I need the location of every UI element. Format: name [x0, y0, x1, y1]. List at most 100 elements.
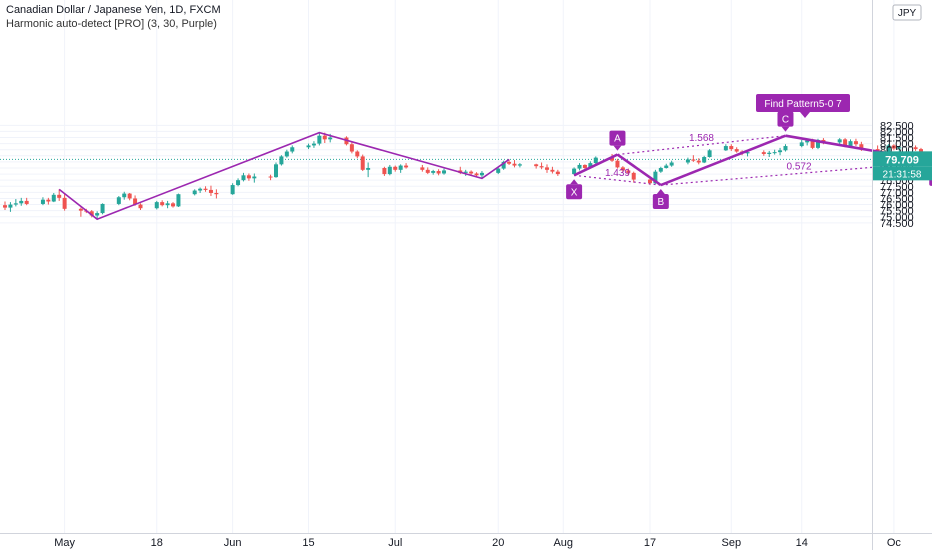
y-tick-label: 81.500	[880, 133, 914, 145]
candle-body	[268, 176, 273, 178]
pattern-badge	[566, 184, 583, 200]
pattern-badge-label: B	[657, 197, 664, 208]
y-tick-label: 74.500	[880, 218, 914, 230]
candle	[24, 197, 29, 206]
candle-body	[507, 161, 512, 164]
pattern-badge-pointer	[570, 179, 579, 185]
candle	[203, 186, 208, 192]
candle	[729, 144, 734, 151]
annotation-text: Find Pattern5-0 7	[764, 99, 842, 110]
x-tick-label: 15	[302, 537, 314, 549]
candle-body	[404, 165, 409, 168]
candle	[127, 192, 132, 201]
candle-body	[474, 173, 479, 176]
candle-body	[545, 167, 549, 170]
candle	[311, 141, 316, 148]
candle-body	[707, 150, 712, 158]
candle	[517, 163, 522, 168]
candle-body	[214, 192, 219, 195]
candle	[355, 150, 360, 159]
y-tick-label: 76.000	[880, 200, 914, 212]
candle-body	[610, 157, 615, 161]
candle-body	[133, 198, 138, 205]
candle	[767, 150, 772, 158]
x-tick-label: Sep	[721, 537, 741, 549]
candle	[89, 210, 94, 218]
candle	[95, 211, 100, 220]
candle	[691, 155, 696, 162]
candle	[734, 147, 739, 153]
x-tick-label: 17	[644, 537, 656, 549]
candle	[772, 149, 777, 155]
candle-body	[171, 203, 176, 207]
candle-body	[534, 164, 539, 167]
indicator-legend[interactable]: Harmonic auto-detect [PRO] (3, 30, Purpl…	[6, 18, 217, 30]
candle-body	[615, 160, 620, 168]
candle	[214, 189, 219, 199]
candle-body	[284, 151, 289, 157]
currency-badge-box	[892, 4, 922, 21]
candle-body	[13, 203, 18, 205]
candle-body	[745, 152, 750, 154]
x-tick-label: Jun	[224, 537, 242, 549]
candle	[577, 163, 582, 171]
candle	[62, 193, 67, 211]
candle-body	[382, 167, 387, 175]
candle	[349, 142, 354, 154]
candle	[685, 157, 690, 165]
candle-body	[582, 164, 587, 168]
candle-body	[230, 185, 235, 195]
candle-body	[837, 139, 842, 143]
candle	[572, 167, 577, 175]
candle	[398, 164, 403, 173]
candle	[431, 169, 436, 175]
candle-body	[853, 141, 858, 145]
candle-body	[95, 213, 100, 216]
candle	[425, 167, 430, 175]
candle-body	[349, 144, 354, 152]
candle-body	[653, 171, 658, 184]
candle-body	[772, 152, 777, 154]
candle-body	[442, 170, 447, 174]
candle	[799, 139, 804, 148]
candle	[778, 147, 783, 156]
candle-body	[463, 171, 468, 173]
candle	[442, 168, 447, 175]
candle-body	[279, 156, 284, 165]
candle-body	[767, 152, 772, 154]
candle-body	[203, 188, 208, 190]
candle	[40, 197, 45, 206]
candle	[208, 185, 213, 197]
candle-body	[24, 200, 29, 204]
candle-body	[192, 190, 197, 195]
pattern-badge	[609, 130, 626, 146]
candle	[274, 162, 278, 178]
candle	[236, 178, 241, 187]
candle-body	[479, 172, 484, 176]
candle-body	[127, 193, 132, 199]
candles	[3, 132, 932, 220]
candle-body	[572, 168, 577, 175]
candle	[19, 197, 24, 206]
candle-body	[897, 147, 902, 149]
overlay-labels: Find Pattern5-0 7 JPY 79.709 21:31:58	[756, 4, 932, 181]
candle-body	[496, 168, 501, 173]
candle-body	[729, 146, 734, 150]
candle	[761, 150, 766, 156]
candle-body	[664, 165, 669, 168]
candle-body	[805, 140, 810, 143]
candle-body	[176, 194, 181, 207]
annotation-pointer	[800, 112, 810, 118]
candle	[230, 183, 235, 195]
candle-body	[550, 169, 555, 172]
pattern-badge-label: A	[614, 134, 621, 145]
candle	[138, 203, 143, 211]
candle-body	[436, 171, 441, 174]
candle	[534, 163, 539, 169]
candle-body	[620, 167, 625, 171]
candle-body	[469, 171, 474, 174]
y-tick-label: 82.500	[880, 120, 914, 132]
candle	[783, 144, 788, 152]
